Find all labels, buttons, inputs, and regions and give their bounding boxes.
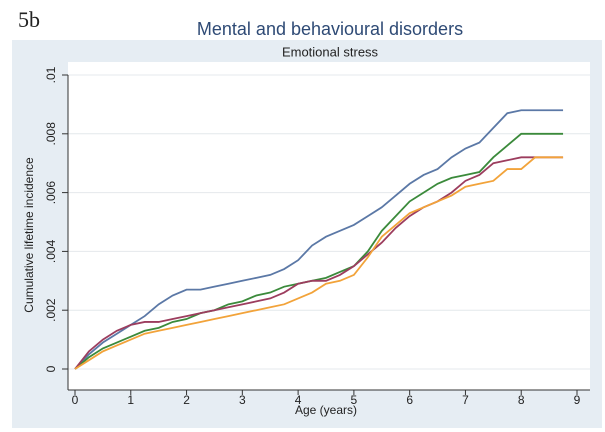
chart-title: Mental and behavioural disorders <box>197 19 463 39</box>
y-axis-label: Cumulative lifetime incidence <box>22 157 36 313</box>
series-line <box>74 156 564 370</box>
series-line <box>74 156 564 370</box>
x-tick-label: 3 <box>239 393 246 407</box>
figure-label: 5b <box>18 7 40 32</box>
y-tick-label: .004 <box>44 239 58 263</box>
x-tick-label: 1 <box>127 393 134 407</box>
x-tick-label: 4 <box>295 393 302 407</box>
x-tick-label: 7 <box>462 393 469 407</box>
y-tick-label: .006 <box>44 181 58 205</box>
x-axis-label: Age (years) <box>295 403 357 417</box>
y-tick-label: .002 <box>44 298 58 322</box>
x-tick-label: 6 <box>406 393 413 407</box>
y-tick-label: 0 <box>44 365 58 372</box>
x-tick-label: 8 <box>518 393 525 407</box>
plot-area <box>68 62 590 390</box>
x-tick-label: 5 <box>351 393 358 407</box>
x-tick-label: 2 <box>183 393 190 407</box>
x-tick-label: 0 <box>72 393 79 407</box>
series-line <box>74 109 564 370</box>
y-tick-label: .01 <box>44 66 58 83</box>
series-line <box>74 132 564 370</box>
chart-subtitle: Emotional stress <box>282 44 379 59</box>
y-tick-label: .008 <box>44 122 58 146</box>
x-tick-label: 9 <box>574 393 581 407</box>
